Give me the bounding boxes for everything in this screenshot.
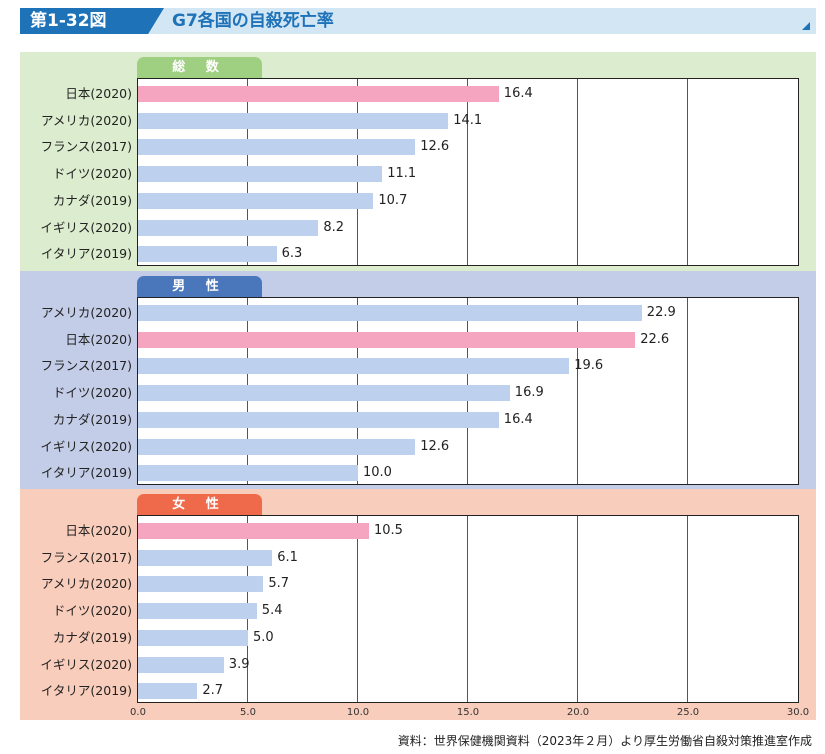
data-label: 6.3 bbox=[281, 246, 303, 262]
bar bbox=[138, 305, 642, 321]
category-label: 日本(2020) bbox=[65, 523, 132, 538]
data-label: 5.4 bbox=[261, 603, 283, 619]
data-label: 10.5 bbox=[374, 523, 403, 538]
gridline bbox=[687, 298, 688, 484]
figure-title: G7各国の自殺死亡率 bbox=[172, 11, 334, 31]
gridline bbox=[467, 516, 468, 702]
data-label: 6.1 bbox=[277, 549, 298, 565]
gridline bbox=[687, 79, 688, 265]
data-label: 11.1 bbox=[387, 166, 417, 182]
bar bbox=[138, 438, 416, 455]
category-label: ドイツ(2020) bbox=[52, 603, 132, 619]
bar bbox=[138, 576, 264, 593]
category-label: イギリス(2020) bbox=[40, 438, 132, 454]
x-tick-label: 25.0 bbox=[676, 707, 700, 718]
gridline bbox=[467, 79, 468, 265]
data-label: 5.0 bbox=[253, 629, 274, 645]
category-label: アメリカ(2020) bbox=[41, 112, 132, 128]
x-tick-label: 15.0 bbox=[456, 707, 480, 718]
panel-tab-total: 総 数 bbox=[137, 57, 262, 79]
category-label: アメリカ(2020) bbox=[41, 576, 132, 592]
gridline bbox=[577, 79, 578, 265]
x-tick-label: 10.0 bbox=[346, 707, 370, 718]
category-label: イギリス(2020) bbox=[40, 219, 132, 235]
category-label: 日本(2020) bbox=[65, 86, 132, 101]
bar bbox=[138, 358, 570, 375]
bar bbox=[138, 656, 224, 673]
bar bbox=[138, 603, 257, 620]
gridline bbox=[577, 516, 578, 702]
bar bbox=[138, 385, 510, 402]
bar bbox=[138, 411, 499, 428]
data-label: 2.7 bbox=[202, 683, 224, 699]
bar bbox=[138, 629, 248, 646]
bar-japan bbox=[138, 331, 636, 348]
data-label: 10.7 bbox=[378, 192, 408, 208]
category-label: ドイツ(2020) bbox=[52, 385, 132, 401]
category-label: 日本(2020) bbox=[65, 331, 132, 347]
bar bbox=[138, 683, 198, 700]
data-label: 16.4 bbox=[503, 411, 533, 427]
panel-tab-female: 女 性 bbox=[137, 494, 262, 516]
data-label: 12.6 bbox=[420, 438, 450, 454]
panel-tab-male: 男 性 bbox=[137, 276, 262, 298]
category-label: フランス(2017) bbox=[40, 358, 132, 374]
data-label: 5.7 bbox=[268, 576, 290, 592]
data-label: 22.9 bbox=[646, 305, 676, 320]
x-tick-label: 0.0 bbox=[130, 707, 146, 718]
corner-triangle-icon bbox=[802, 22, 810, 30]
category-label: フランス(2017) bbox=[40, 549, 132, 565]
bar bbox=[138, 192, 374, 209]
figure-number-badge: 第1-32図 bbox=[20, 8, 164, 34]
bar bbox=[138, 219, 319, 236]
gridline bbox=[687, 516, 688, 702]
bar bbox=[138, 139, 416, 156]
source-note: 資料：世界保健機関資料（2023年２月）より厚生労働省自殺対策推進室作成 bbox=[397, 734, 812, 748]
bar bbox=[138, 549, 273, 566]
bar-japan bbox=[138, 86, 499, 102]
data-label: 8.2 bbox=[323, 219, 345, 235]
bar bbox=[138, 166, 383, 183]
bar bbox=[138, 465, 358, 482]
category-label: カナダ(2019) bbox=[52, 629, 132, 645]
bar bbox=[138, 112, 449, 129]
data-label: 12.6 bbox=[420, 139, 450, 155]
x-tick-label: 20.0 bbox=[566, 707, 590, 718]
x-tick-label: 5.0 bbox=[240, 707, 256, 718]
data-label: 14.1 bbox=[453, 112, 483, 128]
category-label: イタリア(2019) bbox=[40, 246, 132, 262]
data-label: 16.4 bbox=[503, 86, 533, 101]
category-label: イギリス(2020) bbox=[40, 656, 132, 672]
data-label: 19.6 bbox=[574, 358, 604, 374]
bar-japan bbox=[138, 523, 369, 539]
x-tick-label: 30.0 bbox=[786, 707, 810, 718]
data-label: 16.9 bbox=[514, 385, 544, 401]
data-label: 22.6 bbox=[640, 331, 670, 347]
category-label: ドイツ(2020) bbox=[52, 166, 132, 182]
category-label: カナダ(2019) bbox=[52, 411, 132, 427]
gridline bbox=[577, 298, 578, 484]
data-label: 3.9 bbox=[228, 656, 250, 672]
category-label: カナダ(2019) bbox=[52, 192, 132, 208]
category-label: フランス(2017) bbox=[40, 139, 132, 155]
category-label: イタリア(2019) bbox=[40, 465, 132, 481]
data-label: 10.0 bbox=[363, 465, 392, 481]
category-label: アメリカ(2020) bbox=[41, 305, 132, 320]
gridline bbox=[357, 516, 358, 702]
bar bbox=[138, 246, 277, 263]
category-label: イタリア(2019) bbox=[40, 683, 132, 699]
